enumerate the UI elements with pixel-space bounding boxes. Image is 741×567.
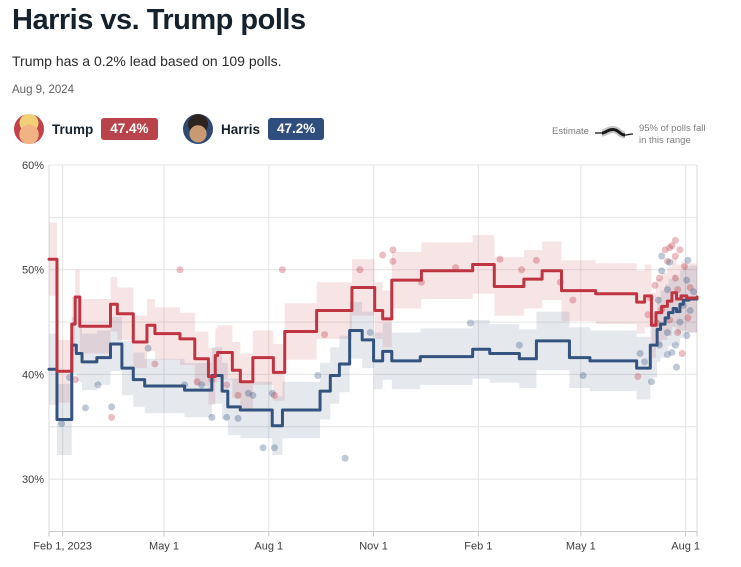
trump-value-badge: 47.4% [101,118,158,140]
polls-chart-canvas: 60% 50% 40% 30% Feb 1, 2023 May 1 Aug 1 Nov 1 Fe… [22,160,700,553]
trump-avatar [14,114,44,144]
estimate-squiggle-icon [594,125,633,139]
svg-text:Aug 1: Aug 1 [671,541,700,553]
polls-chart: 60% 50% 40% 30% Feb 1, 2023 May 1 Aug 1 Nov 1 Fe… [0,157,741,562]
svg-text:Feb 1: Feb 1 [464,541,492,553]
svg-text:Feb 1, 2023: Feb 1, 2023 [33,541,92,553]
svg-text:May 1: May 1 [149,541,179,553]
estimate-label: Estimate [552,126,589,137]
svg-text:Aug 1: Aug 1 [254,541,283,553]
trump-name-label: Trump [52,121,94,137]
svg-text:Nov 1: Nov 1 [359,541,388,553]
harris-value-badge: 47.2% [268,118,325,140]
harris-avatar [183,114,213,144]
page-title: Harris vs. Trump polls [12,4,306,36]
harris-name-label: Harris [221,121,261,137]
date-label: Aug 9, 2024 [12,84,75,96]
svg-text:May 1: May 1 [566,541,596,553]
estimate-legend: Estimate 95% of polls fall in this range [552,123,706,146]
svg-text:30%: 30% [22,474,44,486]
svg-text:60%: 60% [22,160,44,172]
subtitle: Trump has a 0.2% lead based on 109 polls… [12,53,282,69]
harris-legend-item: Harris 47.2% [183,113,325,145]
estimate-range-note: 95% of polls fall in this range [638,123,706,146]
svg-text:40%: 40% [22,369,44,381]
trump-legend-item: Trump 47.4% [14,113,158,145]
svg-text:50%: 50% [22,265,44,277]
